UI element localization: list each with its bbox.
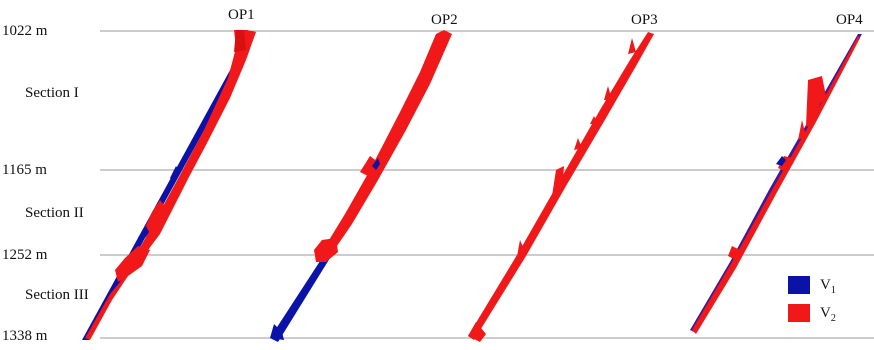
depth-label-1165: 1165 m (2, 162, 47, 178)
op4-v1-fleck (776, 156, 786, 166)
op4-v2-spike (798, 120, 806, 140)
section-label-1: Section I (25, 85, 79, 101)
op2-v2-band (318, 30, 452, 262)
op2-trace (270, 30, 452, 342)
legend-swatch-v2 (788, 304, 810, 322)
op1-trace (82, 30, 256, 340)
column-label-op1: OP1 (228, 7, 255, 23)
op1-v2-band (85, 30, 256, 340)
op2-v1-fleck (372, 158, 380, 170)
op4-trace (690, 34, 862, 334)
section-label-2: Section II (25, 205, 84, 221)
op2-v2-blob-top (406, 86, 422, 114)
op3-v2-spike-b (604, 86, 612, 100)
depth-label-1338: 1338 m (2, 328, 48, 344)
op4-v2-band (692, 36, 860, 334)
op4-v2-blob-top (806, 76, 826, 128)
op2-v2-blob-low (314, 238, 338, 262)
legend-label-v2: V2 (820, 305, 836, 324)
section-label-3: Section III (25, 287, 89, 303)
op3-v2-spike-c (590, 116, 598, 124)
op3-v2-spike-e (516, 240, 526, 262)
op4-v2-blob-low (728, 246, 740, 260)
depth-label-1252: 1252 m (2, 247, 48, 263)
op2-v1-band (270, 258, 330, 342)
op3-v2-spike-a (628, 38, 636, 54)
depth-gridlines (100, 30, 874, 339)
op2-v2-blob-mid (360, 156, 378, 178)
column-label-op2: OP2 (431, 12, 458, 28)
legend-label-v1: V1 (820, 277, 836, 296)
op1-v2-blob-top (234, 30, 246, 52)
column-label-op4: OP4 (836, 12, 863, 28)
op1-v2-blob-lower (115, 246, 150, 282)
op3-v2-spike-d (574, 138, 582, 150)
op1-v2-blob-mid (142, 200, 168, 240)
op1-v1-fleck-low (138, 226, 149, 242)
op3-v2-blob (552, 166, 564, 196)
legend-swatch-v1 (788, 276, 810, 294)
column-label-op3: OP3 (631, 12, 658, 28)
op3-v2-tail (468, 322, 486, 342)
op2-v1-tail (270, 324, 284, 340)
op1-v1-fleck (170, 166, 180, 184)
op4-v2-blob-mid (778, 156, 792, 172)
depth-label-1022: 1022 m (2, 23, 48, 39)
op3-trace (468, 32, 654, 342)
